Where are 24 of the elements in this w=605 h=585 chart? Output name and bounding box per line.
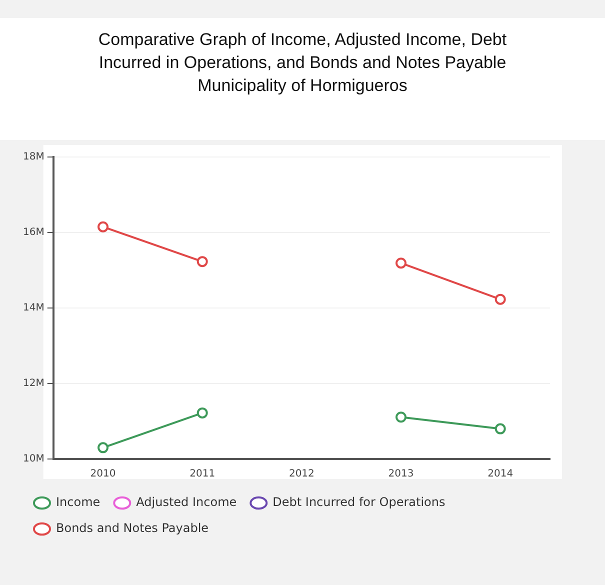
point — [196, 407, 208, 418]
legend-label: Bonds and Notes Payable — [56, 521, 209, 536]
chart-title: Comparative Graph of Income, Adjusted Income, Debt Incurred in Operations, and Bonds and Notes Payable — [97, 29, 508, 74]
x-tick-label: 2013 — [388, 468, 414, 480]
y-tick-label: 16M — [22, 227, 44, 238]
y-tick-label: 10M — [22, 454, 44, 465]
y-tick-label: 14M — [22, 302, 44, 314]
point — [98, 221, 109, 232]
point — [396, 412, 407, 423]
legend-label: Income — [56, 495, 100, 510]
chart-subtitle: Municipality of Hormigueros — [196, 75, 408, 97]
x-tick-label: 2011 — [190, 468, 216, 480]
y-tick-label: 12M — [22, 378, 44, 390]
x-tick-label: 2014 — [488, 468, 514, 480]
legend-label: Debt Incurred for Operations — [272, 495, 446, 510]
x-tick-label: 2010 — [90, 468, 116, 480]
point — [196, 256, 208, 268]
point — [494, 294, 506, 305]
y-tick-label: 18M — [22, 152, 44, 163]
point — [494, 423, 506, 434]
x-tick-label: 2012 — [288, 468, 314, 480]
legend-label: Adjusted Income — [136, 495, 237, 510]
point — [396, 258, 407, 269]
point — [98, 442, 109, 454]
